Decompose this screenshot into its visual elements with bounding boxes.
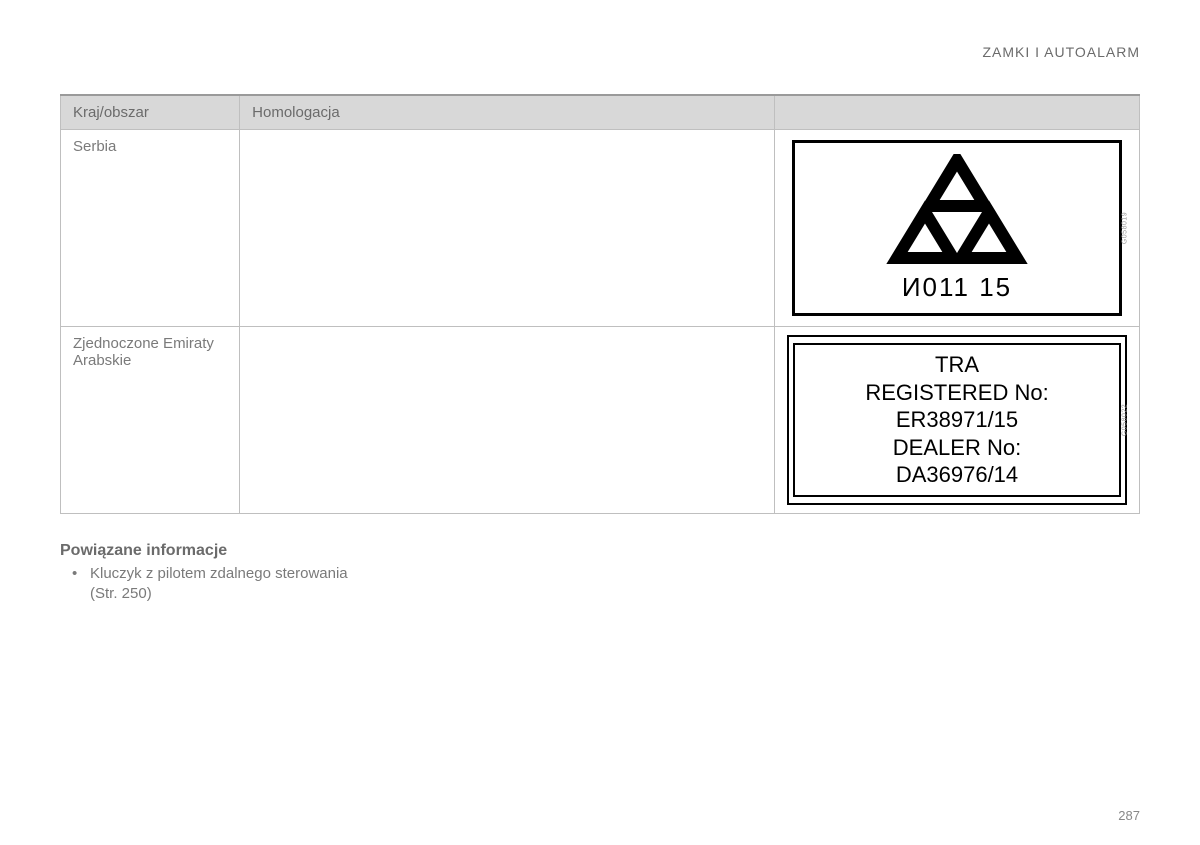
table-header-row: Kraj/obszar Homologacja: [61, 95, 1140, 130]
page-number: 287: [1118, 808, 1140, 823]
uae-line-3: DEALER No:: [893, 434, 1021, 462]
homologation-cell: [240, 327, 775, 514]
header-country: Kraj/obszar: [61, 95, 240, 130]
homologation-table: Kraj/obszar Homologacja Serbia: [60, 94, 1140, 514]
header-cert: [775, 95, 1140, 130]
uae-line-2: ER38971/15: [896, 406, 1018, 434]
cert-cell: TRA REGISTERED No: ER38971/15 DEALER No:…: [775, 327, 1140, 514]
related-item: Kluczyk z pilotem zdalnego sterowania (S…: [90, 564, 1140, 605]
document-page: ZAMKI I AUTOALARM Kraj/obszar Homologacj…: [0, 0, 1200, 845]
related-item-text: Kluczyk z pilotem zdalnego sterowania: [90, 565, 348, 582]
uae-side-label: G058022: [1121, 404, 1128, 436]
uae-line-4: DA36976/14: [896, 461, 1018, 489]
related-item-ref: (Str. 250): [90, 585, 152, 602]
uae-cert-box: TRA REGISTERED No: ER38971/15 DEALER No:…: [793, 343, 1121, 497]
serbia-marking-number: И011 15: [902, 272, 1012, 303]
table-body: Serbia: [61, 130, 1140, 514]
homologation-cell: [240, 130, 775, 327]
table-row: Serbia: [61, 130, 1140, 327]
table-row: Zjednoczone Emiraty Arabskie TRA REGISTE…: [61, 327, 1140, 514]
table-header: Kraj/obszar Homologacja: [61, 95, 1140, 130]
section-header: ZAMKI I AUTOALARM: [982, 44, 1140, 60]
related-heading: Powiązane informacje: [60, 542, 1140, 560]
cert-cell: И011 15 G058019: [775, 130, 1140, 327]
serbia-side-label: G058019: [1121, 212, 1128, 244]
related-info-section: Powiązane informacje Kluczyk z pilotem z…: [60, 542, 1140, 605]
uae-line-0: TRA: [935, 351, 979, 379]
serbia-cert-box: И011 15: [792, 140, 1122, 316]
header-homologation: Homologacja: [240, 95, 775, 130]
uae-cert-outer: TRA REGISTERED No: ER38971/15 DEALER No:…: [787, 335, 1127, 505]
country-cell: Zjednoczone Emiraty Arabskie: [61, 327, 240, 514]
serbia-triangles-icon: [877, 154, 1037, 264]
country-cell: Serbia: [61, 130, 240, 327]
uae-line-1: REGISTERED No:: [865, 379, 1048, 407]
